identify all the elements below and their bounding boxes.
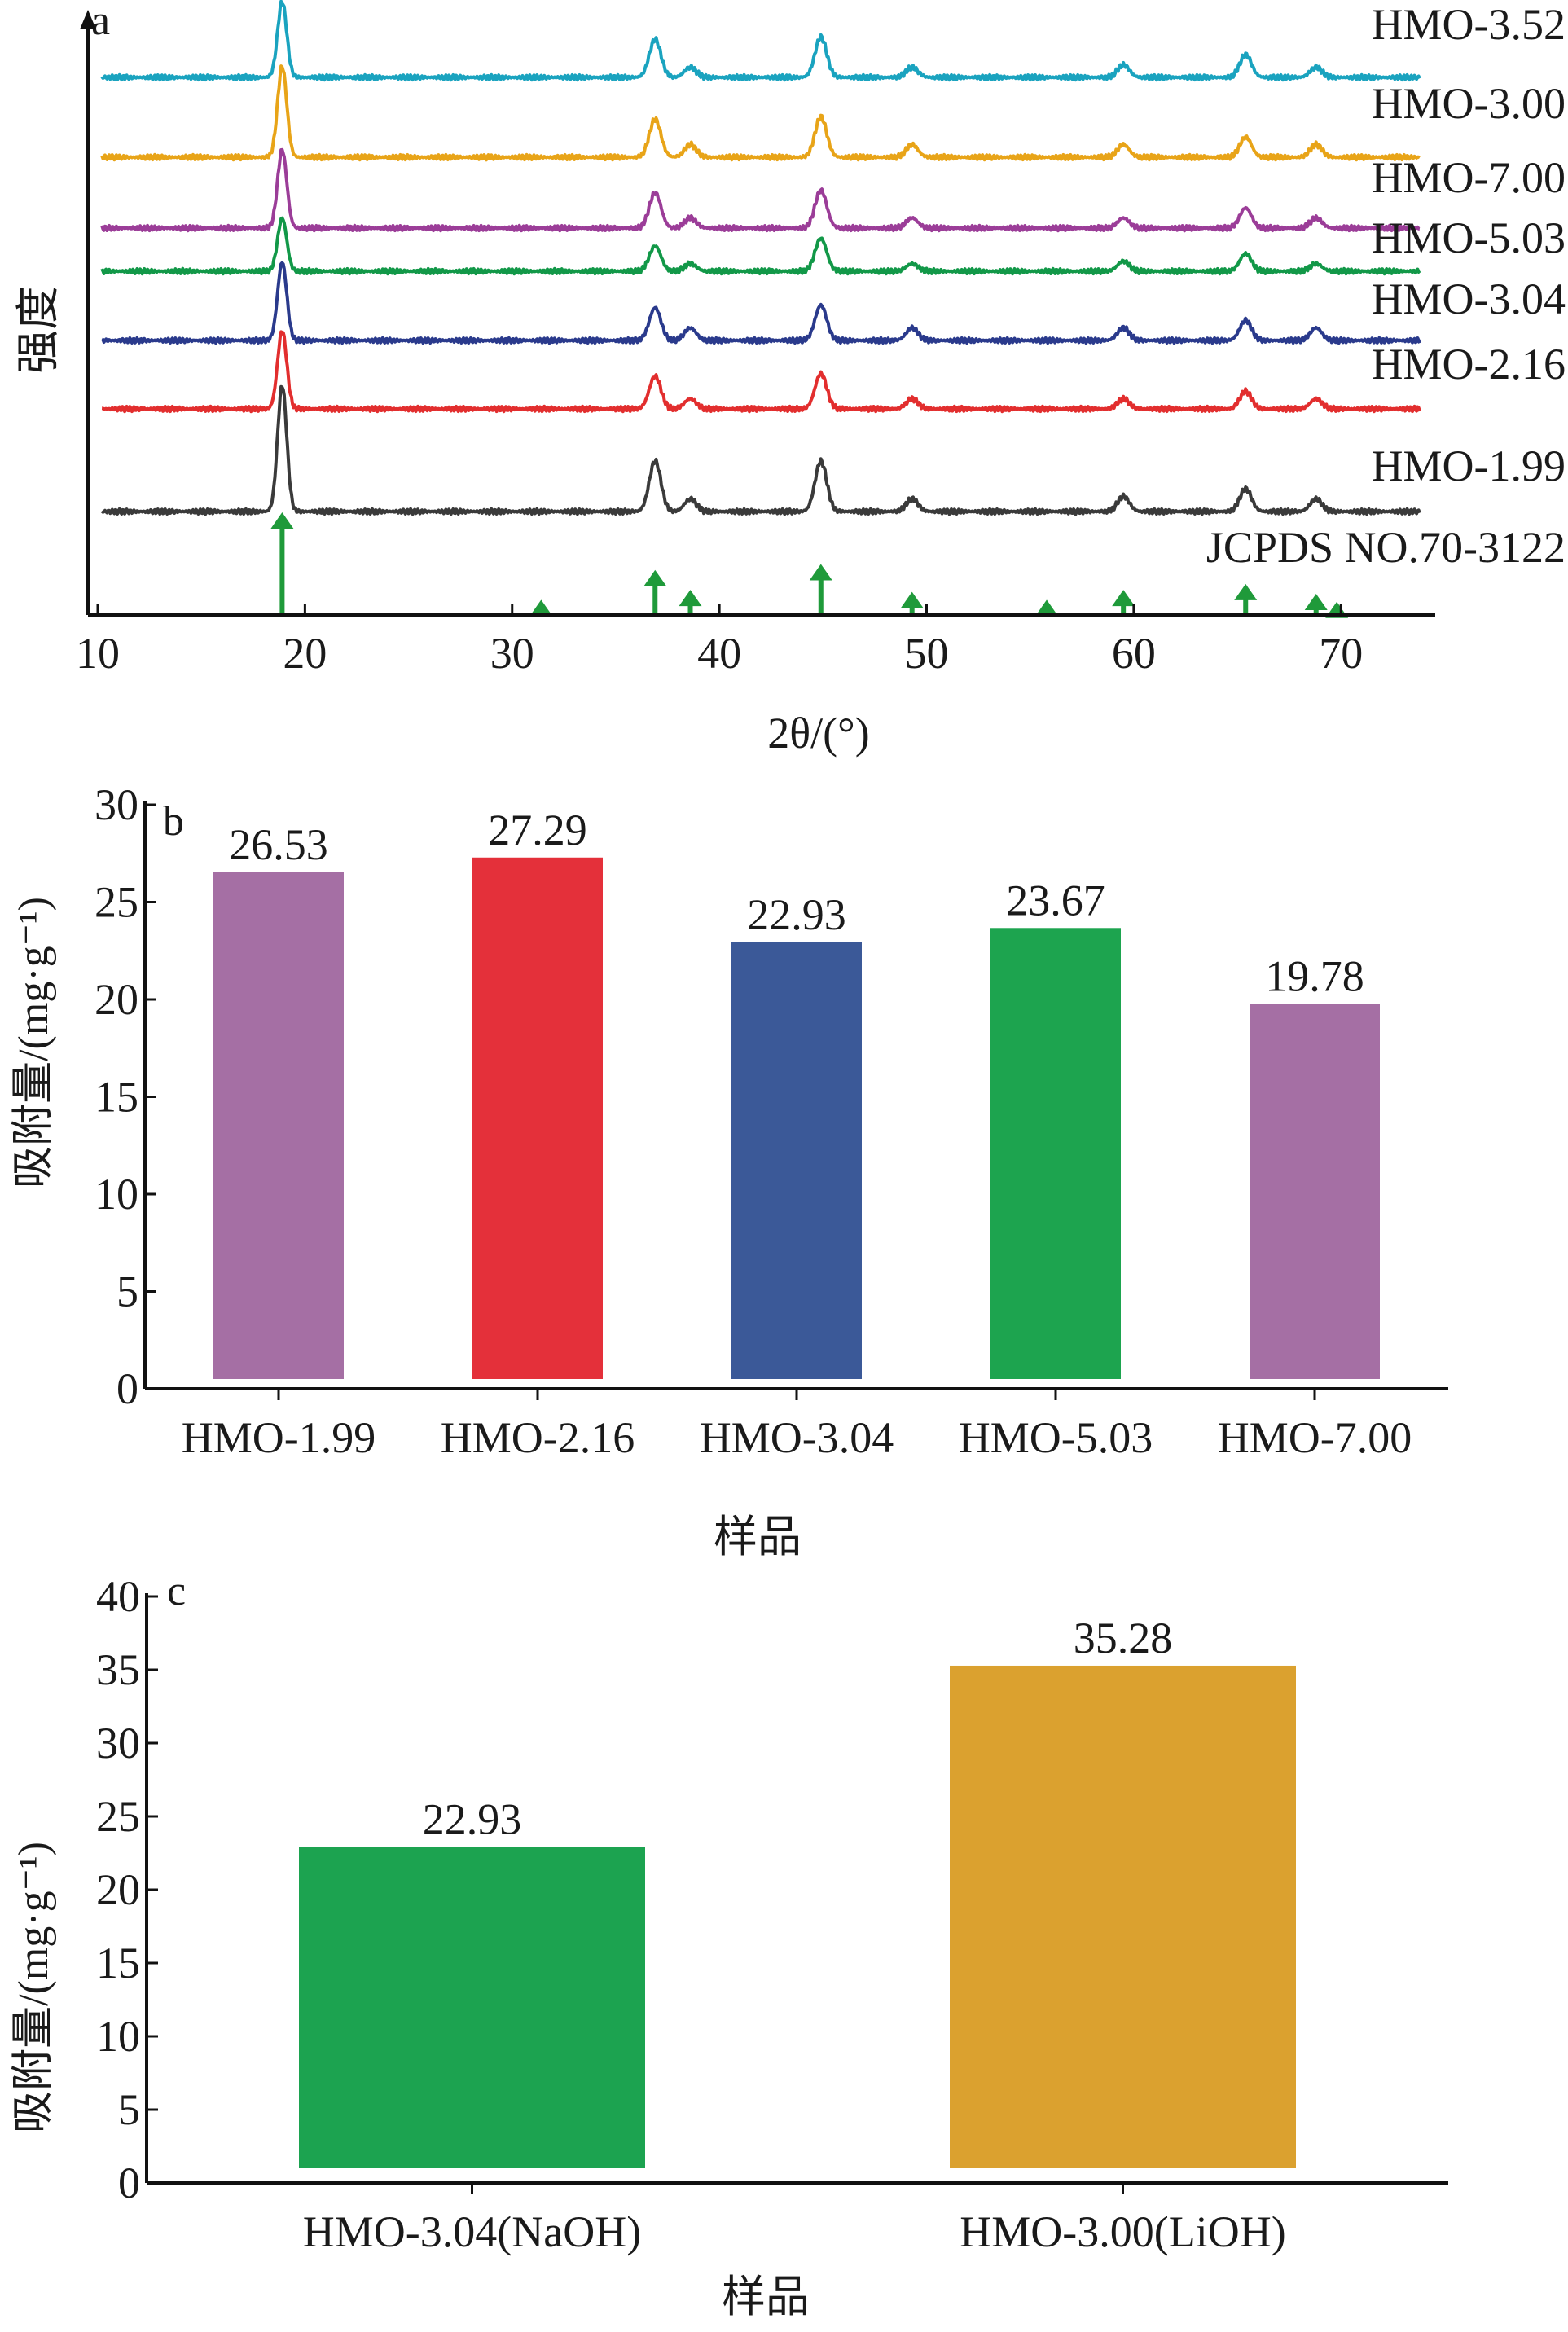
category-label: HMO-1.99 [182,1413,376,1462]
y-tick-label: 20 [94,975,138,1024]
xrd-trace [100,0,1421,82]
reference-peak [1304,594,1328,613]
xrd-series-label: HMO-3.04 [1372,274,1566,323]
xrd-series-label: HMO-3.00 [1372,79,1566,128]
xrd-y-axis-label: 强度 [14,286,63,374]
xrd-series-hmo-3-52: HMO-3.52 [100,0,1566,82]
xrd-series-hmo-3-00: HMO-3.00 [100,64,1566,162]
xrd-series-hmo-7-00: HMO-7.00 [100,147,1566,233]
xrd-series-group: HMO-3.52 HMO-3.00 HMO-7.00 HMO-5.03 HMO-3.04… [100,0,1566,516]
panel-a-letter: a [91,0,110,44]
xrd-trace [100,64,1421,162]
bar-value-label: 19.78 [1265,951,1364,1000]
xrd-x-tick-label: 70 [1319,629,1363,678]
bar-value-label: 26.53 [229,820,328,869]
reference-pattern: JCPDS NO.70-3122 [270,512,1566,618]
category-label: HMO-2.16 [441,1413,635,1462]
reference-peak [900,591,924,613]
y-tick-label: 5 [116,1267,138,1316]
xrd-x-tick-label: 40 [697,629,741,678]
xrd-axes: 10 20 30 40 50 60 70 [76,10,1435,678]
panel-b-y-axis-label: 吸附量/(mg·g⁻¹) [11,897,57,1188]
reference-label: JCPDS NO.70-3122 [1206,523,1566,572]
category-label: HMO-3.04(NaOH) [303,2207,641,2256]
bar-value-label: 22.93 [747,890,846,939]
panel-c-bars: 0 5 10 15 20 25 30 35 40 22.93 HMO-3.04(NaOH) 35.28… [96,1572,1448,2256]
y-tick-label: 0 [118,2159,140,2207]
category-label: HMO-5.03 [959,1413,1153,1462]
y-tick-label: 30 [96,1719,140,1768]
panel-b-letter: b [163,798,184,845]
xrd-series-hmo-3-04: HMO-3.04 [101,261,1566,345]
y-tick-label: 35 [96,1645,140,1694]
xrd-series-label: HMO-3.52 [1372,0,1566,49]
xrd-x-tick-label: 60 [1112,629,1156,678]
xrd-series-label: HMO-7.00 [1372,153,1566,202]
bar-value-label: 27.29 [488,806,587,854]
y-tick-label: 10 [96,2012,140,2061]
y-tick-label: 10 [94,1170,138,1219]
xrd-x-tick-label: 50 [905,629,949,678]
xrd-series-label: HMO-5.03 [1372,213,1566,262]
reference-peak [529,599,553,617]
xrd-x-tick-label: 20 [283,629,327,678]
panel-b-bars: 0 5 10 15 20 25 30 26.53 HMO-1.99 27.29 HMO-2.16 22… [94,780,1448,1462]
panel-c-x-axis-label: 样品 [722,2273,810,2321]
reference-peak [679,590,702,613]
reference-peak [809,564,832,613]
y-tick-label: 15 [94,1073,138,1122]
xrd-series-hmo-2-16: HMO-2.16 [101,330,1566,414]
xrd-y-axis-arrow [80,10,96,29]
category-label: HMO-7.00 [1218,1413,1412,1462]
reference-peak [1112,590,1135,613]
xrd-trace [100,384,1421,516]
bar-value-label: 22.93 [423,1794,522,1843]
y-tick-label: 5 [118,2085,140,2134]
bar [472,857,603,1379]
bar-value-label: 35.28 [1074,1614,1173,1662]
y-tick-label: 40 [96,1572,140,1621]
bar [299,1847,645,2168]
category-label: HMO-3.04 [700,1413,894,1462]
y-tick-label: 30 [94,780,138,829]
xrd-series-label: HMO-2.16 [1372,340,1566,389]
xrd-x-tick-label: 10 [76,629,120,678]
reference-peak [1234,583,1258,613]
adsorption-panel-b: b 0 5 10 15 20 25 30 26.53 HMO-1.99 27.29 HMO-2.16… [11,780,1448,1561]
bar [950,1665,1296,2168]
bar-value-label: 23.67 [1006,876,1105,924]
reference-peak [643,569,667,613]
xrd-trace [100,147,1421,233]
y-tick-label: 25 [94,878,138,927]
panel-b-x-axis-label: 样品 [714,1513,802,1561]
xrd-series-label: HMO-1.99 [1372,441,1566,490]
panel-c-letter: c [167,1568,186,1614]
xrd-trace [101,261,1421,345]
xrd-panel: a JCPDS NO.70-3122 HMO-3.52 HMO-3.00 HMO-7… [14,0,1566,758]
adsorption-panel-c: c 0 5 10 15 20 25 30 35 40 22.93 HMO-3.04(NaOH) 35.… [11,1568,1448,2321]
category-label: HMO-3.00(LiOH) [960,2207,1285,2256]
bar [990,928,1121,1379]
xrd-trace [100,216,1421,276]
bar [1250,1004,1380,1379]
xrd-series-hmo-5-03: HMO-5.03 [100,213,1566,276]
bar [731,942,862,1379]
reference-peak [270,512,294,613]
reference-peak [1035,599,1059,617]
panel-c-y-axis-label: 吸附量/(mg·g⁻¹) [11,1842,57,2133]
xrd-series-hmo-1-99: HMO-1.99 [100,384,1566,516]
xrd-trace [101,330,1421,414]
xrd-x-axis-label: 2θ/(°) [767,709,869,758]
y-tick-label: 0 [116,1364,138,1413]
y-tick-label: 15 [96,1939,140,1987]
xrd-x-tick-label: 30 [490,629,534,678]
bar [213,872,344,1379]
y-tick-label: 25 [96,1792,140,1841]
y-tick-label: 20 [96,1865,140,1914]
